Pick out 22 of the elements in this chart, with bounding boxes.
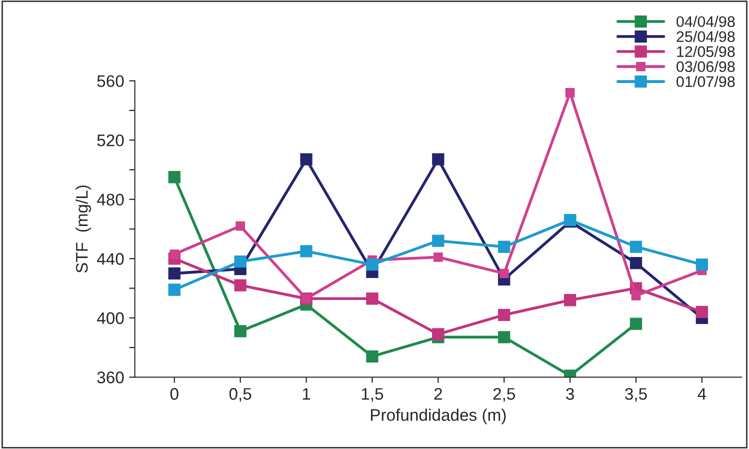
y-tick-label: 480: [96, 194, 124, 206]
x-axis-title: Profundidades (m): [370, 408, 506, 424]
y-tick-label: 520: [97, 134, 124, 146]
x-tick-label: 1: [302, 388, 310, 400]
y-tick-label: 400: [96, 312, 124, 324]
y-axis-title: STF (mg/L): [76, 186, 92, 273]
y-tick-label: 360: [97, 372, 124, 384]
legend-label: 03/06/98: [676, 60, 735, 72]
legend-label: 01/07/98: [676, 76, 735, 88]
y-tick-label: 560: [97, 75, 124, 88]
x-tick-label: 2: [434, 388, 442, 400]
x-tick-label: 3,5: [625, 388, 647, 402]
x-tick-label: 0,5: [229, 388, 252, 402]
x-tick-label: 1,5: [362, 388, 384, 402]
legend-label: 04/04/98: [676, 16, 735, 28]
y-tick-label: 440: [96, 253, 124, 265]
x-tick-label: 3: [566, 388, 574, 400]
x-tick-label: 0: [170, 388, 178, 400]
x-tick-label: 4: [698, 388, 706, 400]
legend-label: 12/05/98: [677, 46, 735, 58]
legend-label: 25/04/98: [676, 30, 735, 42]
x-tick-label: 2,5: [493, 388, 515, 402]
